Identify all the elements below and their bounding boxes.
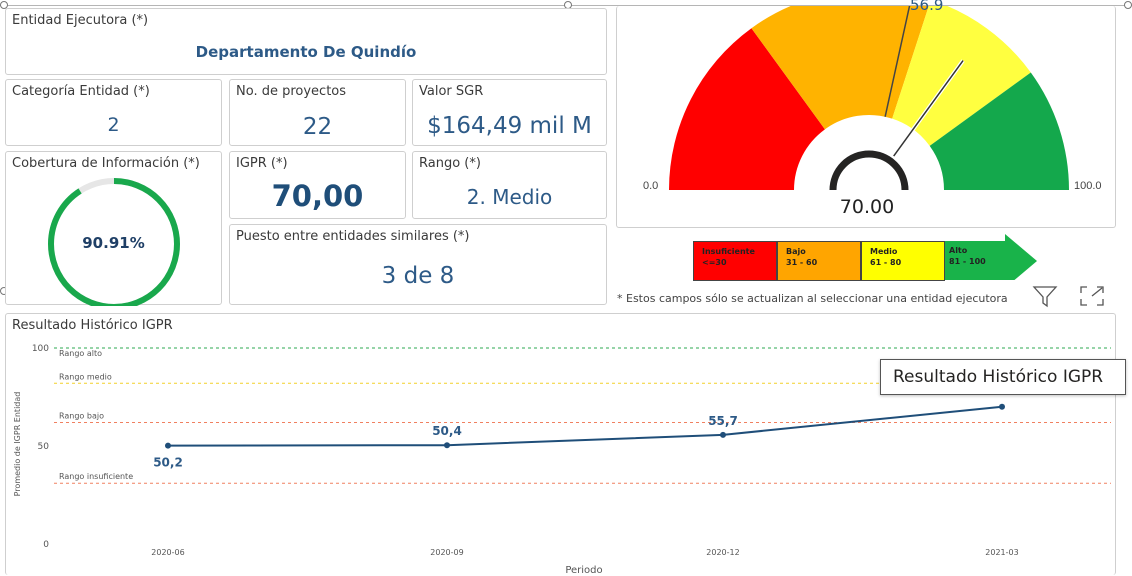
- rango-card[interactable]: Rango (*) 2. Medio: [412, 151, 607, 219]
- valor-sgr-value: $164,49 mil M: [427, 113, 592, 139]
- legend-medio-name: Medio: [870, 247, 898, 256]
- legend-bajo: Bajo 31 - 60: [777, 241, 861, 281]
- x-tick-0: 2020-06: [151, 548, 184, 557]
- cobertura-ring-fill: [48, 178, 180, 306]
- gauge-value-label: 70.00: [839, 196, 895, 218]
- data-label-1: 50,4: [432, 424, 462, 438]
- resize-handle-top-left[interactable]: [0, 1, 8, 9]
- range-legend: Insuficiente <=30 Bajo 31 - 60 Medio 61 …: [693, 234, 1038, 287]
- legend-bajo-name: Bajo: [786, 247, 806, 256]
- chart-tooltip: Resultado Histórico IGPR: [880, 359, 1126, 395]
- reference-label-2: Rango bajo: [59, 411, 104, 420]
- proyectos-card[interactable]: No. de proyectos 22: [229, 79, 406, 146]
- igpr-gauge: [669, 6, 1069, 191]
- legend-insuficiente: Insuficiente <=30: [693, 241, 777, 281]
- reference-label-1: Rango medio: [59, 372, 112, 381]
- chart-card[interactable]: Resultado Histórico IGPR Rango alto Rango…: [5, 313, 1116, 576]
- y-tick-1: 50: [38, 442, 50, 452]
- valor-sgr-card[interactable]: Valor SGR $164,49 mil M: [412, 79, 607, 146]
- rango-label: Rango (*): [419, 156, 481, 171]
- proyectos-value: 22: [302, 114, 333, 140]
- gauge-target-marker: [884, 6, 911, 117]
- data-label-0: 50,2: [153, 456, 183, 470]
- legend-alto: Alto 81 - 100: [949, 245, 986, 267]
- gauge-band-insuficiente: [669, 28, 825, 191]
- igpr-value: 70,00: [271, 179, 364, 213]
- data-point-2: [720, 431, 726, 438]
- legend-bajo-range: 31 - 60: [786, 258, 818, 267]
- legend-insuficiente-range: <=30: [702, 258, 727, 267]
- puesto-label: Puesto entre entidades similares (*): [236, 229, 470, 244]
- series-line: [167, 405, 1003, 447]
- update-note: * Estos campos sólo se actualizan al sel…: [617, 292, 1008, 305]
- data-label-2: 55,7: [708, 414, 738, 428]
- cobertura-ring: [48, 178, 180, 306]
- x-tick-2: 2020-12: [706, 548, 739, 557]
- legend-alto-arrow: [945, 234, 1037, 280]
- igpr-label: IGPR (*): [236, 156, 288, 171]
- filter-icon[interactable]: [1032, 284, 1058, 308]
- data-point-0: [165, 442, 171, 449]
- cobertura-card[interactable]: Cobertura de Información (*) 90.91%: [5, 151, 222, 306]
- rango-value: 2. Medio: [466, 185, 553, 209]
- gauge-max-label: 100.0: [1074, 180, 1102, 192]
- reference-label-3: Rango insuficiente: [59, 472, 133, 481]
- entidad-value: Departamento De Quindío: [195, 43, 417, 61]
- proyectos-label: No. de proyectos: [236, 84, 347, 99]
- legend-medio: Medio 61 - 80: [861, 241, 945, 281]
- y-axis-label: Promedio de IGPR Entidad: [13, 392, 22, 497]
- reference-label-0: Rango alto: [59, 349, 102, 358]
- x-tick-1: 2020-09: [430, 548, 463, 557]
- gauge-target-label: 56.9: [910, 0, 944, 14]
- igpr-card[interactable]: IGPR (*) 70,00: [229, 151, 406, 219]
- legend-medio-range: 61 - 80: [870, 258, 902, 267]
- entidad-card[interactable]: Entidad Ejecutora (*) Departamento De Qu…: [5, 8, 607, 75]
- categoria-value: 2: [107, 114, 120, 136]
- categoria-label: Categoría Entidad (*): [12, 84, 150, 99]
- gauge-value-needle: [893, 60, 964, 157]
- valor-sgr-label: Valor SGR: [419, 84, 484, 99]
- data-point-1: [444, 442, 450, 449]
- cobertura-value: 90.91%: [82, 234, 145, 252]
- gauge-min-label: 0.0: [643, 180, 659, 192]
- focus-mode-icon[interactable]: [1079, 284, 1105, 308]
- categoria-card[interactable]: Categoría Entidad (*) 2: [5, 79, 222, 146]
- gauge-band-alto: [929, 72, 1069, 190]
- puesto-card[interactable]: Puesto entre entidades similares (*) 3 d…: [229, 224, 607, 305]
- cobertura-label: Cobertura de Información (*): [12, 156, 200, 171]
- puesto-value: 3 de 8: [381, 263, 455, 289]
- chart-title: Resultado Histórico IGPR: [12, 318, 173, 333]
- y-tick-0: 0: [43, 540, 49, 550]
- igpr-history-chart: Rango alto Rango medio Rango bajo Rango ins…: [13, 344, 1111, 576]
- gauge-inner-arc: [829, 150, 909, 191]
- legend-alto-name: Alto: [949, 246, 968, 255]
- gauge-band-bajo: [751, 6, 929, 130]
- x-axis-label: Periodo: [565, 565, 602, 576]
- entidad-label: Entidad Ejecutora (*): [12, 13, 149, 28]
- y-tick-2: 100: [32, 344, 49, 354]
- gauge-card[interactable]: 56.9 0.0 100.0 70.00: [616, 0, 1116, 228]
- x-tick-3: 2021-03: [985, 548, 1018, 557]
- legend-insuficiente-name: Insuficiente: [702, 247, 755, 256]
- legend-alto-range: 81 - 100: [949, 257, 986, 266]
- resize-handle-top-right[interactable]: [1124, 1, 1132, 9]
- data-point-3: [999, 403, 1005, 410]
